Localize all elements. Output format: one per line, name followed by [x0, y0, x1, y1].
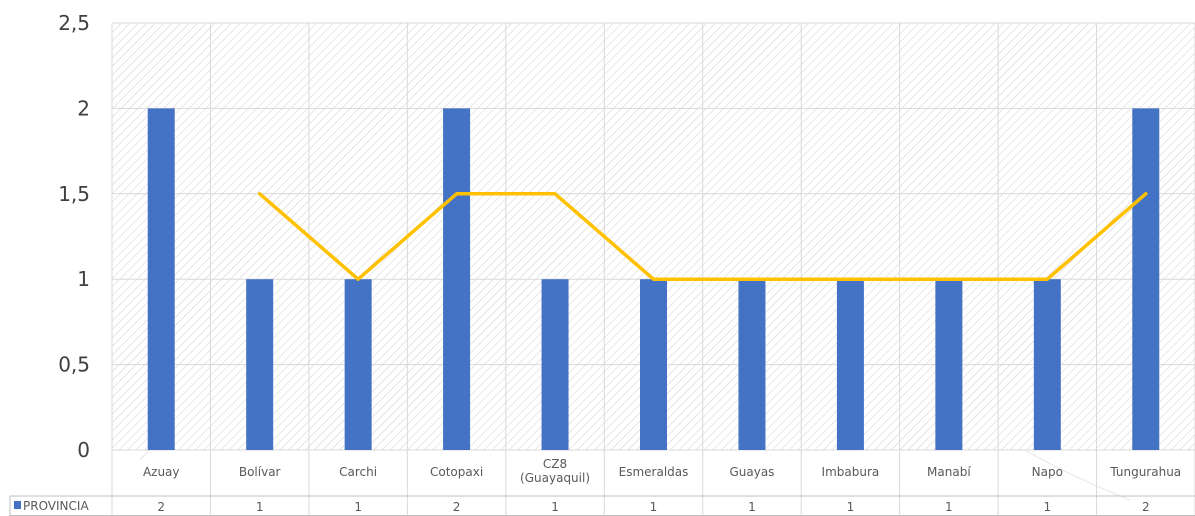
bar	[935, 279, 963, 450]
x-tick-label: CZ8 (Guayaquil)	[520, 457, 590, 485]
x-tick-label: Bolívar	[239, 465, 281, 479]
y-tick-label: 2	[77, 96, 90, 120]
x-tick-label: Guayas	[729, 465, 774, 479]
series-line	[257, 192, 1148, 281]
x-tick-label: Azuay	[143, 465, 180, 479]
bar	[246, 279, 274, 450]
legend-swatch	[14, 501, 21, 509]
legend-label: PROVINCIA	[23, 499, 89, 513]
table-cell: 1	[256, 500, 264, 514]
bar	[640, 279, 667, 450]
bar	[541, 279, 569, 450]
table-cell: 1	[354, 500, 362, 514]
table-cell: 1	[748, 500, 756, 514]
bar	[1132, 108, 1160, 451]
table-cell: 2	[1142, 500, 1150, 514]
bar	[443, 108, 471, 451]
table-cell: 1	[945, 500, 953, 514]
x-tick-label: Manabí	[927, 465, 971, 479]
table-cell: 1	[847, 500, 855, 514]
bar	[1033, 279, 1061, 450]
x-tick-label: Esmeraldas	[619, 465, 689, 479]
x-tick-label: Napo	[1032, 465, 1063, 479]
bar	[738, 279, 766, 450]
bar	[344, 279, 372, 450]
table-cell: 1	[1043, 500, 1051, 514]
y-tick-label: 1	[77, 267, 90, 291]
x-tick-label: Tungurahua	[1109, 465, 1181, 479]
y-tick-label: 1,5	[58, 182, 90, 206]
x-tick-label: Carchi	[339, 465, 377, 479]
x-tick-label: Imbabura	[822, 465, 880, 479]
table-cell: 2	[453, 500, 461, 514]
table-cell: 2	[157, 500, 165, 514]
table-cell: 1	[551, 500, 559, 514]
x-tick-label: Cotopaxi	[430, 465, 483, 479]
y-tick-label: 0	[77, 438, 90, 462]
bar	[147, 108, 175, 451]
bar	[836, 279, 864, 450]
y-tick-label: 2,5	[58, 11, 90, 35]
table-cell: 1	[650, 500, 658, 514]
y-tick-label: 0,5	[58, 353, 90, 377]
